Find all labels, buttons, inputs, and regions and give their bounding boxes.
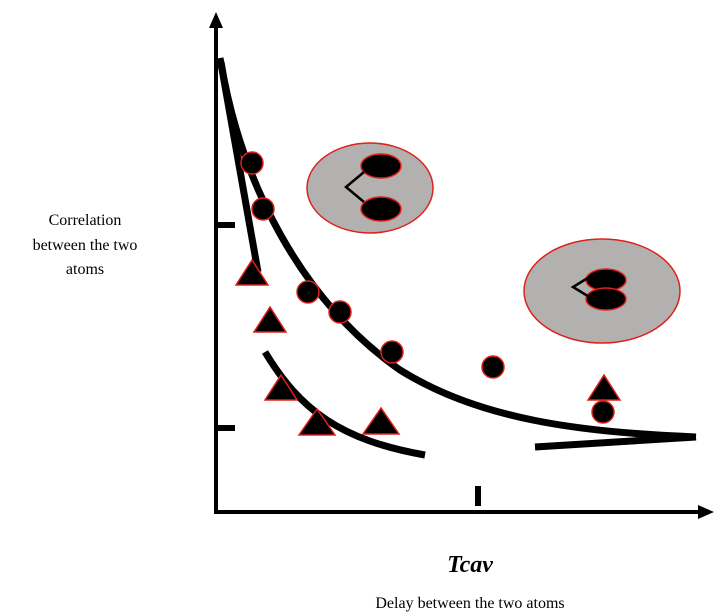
y-tick bbox=[218, 425, 235, 431]
x-tick bbox=[475, 486, 481, 506]
triangle-markers bbox=[234, 258, 622, 436]
atom-pair-far bbox=[306, 142, 434, 234]
y-label-line: Correlation bbox=[49, 212, 122, 229]
separation bbox=[344, 171, 365, 203]
y-tick bbox=[218, 222, 235, 228]
separation bbox=[570, 274, 592, 300]
y-label-line: atoms bbox=[66, 261, 104, 278]
y-label-line: between the two bbox=[33, 237, 138, 254]
triangle-marker bbox=[263, 373, 299, 401]
atom-pair-near bbox=[523, 238, 681, 344]
circle-markers bbox=[240, 151, 615, 424]
y-axis-arrow bbox=[209, 12, 223, 28]
triangle-marker bbox=[586, 373, 622, 401]
atom bbox=[360, 153, 402, 179]
atom bbox=[585, 287, 627, 311]
x-caption: Delay between the two atoms bbox=[375, 595, 564, 612]
triangle-marker bbox=[297, 407, 337, 436]
triangle-marker bbox=[361, 406, 401, 435]
x-label: Tcav bbox=[447, 552, 493, 578]
circle-marker bbox=[240, 151, 264, 175]
triangle-marker bbox=[234, 258, 270, 286]
circle-marker bbox=[380, 340, 404, 364]
x-axis-arrow bbox=[698, 505, 714, 519]
triangle-marker bbox=[252, 305, 288, 333]
circle-marker bbox=[328, 300, 352, 324]
atom bbox=[360, 196, 402, 222]
curve bbox=[534, 433, 697, 451]
curve bbox=[262, 350, 426, 459]
circle-marker bbox=[296, 280, 320, 304]
circle-marker bbox=[591, 400, 615, 424]
circle-marker bbox=[251, 197, 275, 221]
circle-marker bbox=[481, 355, 505, 379]
